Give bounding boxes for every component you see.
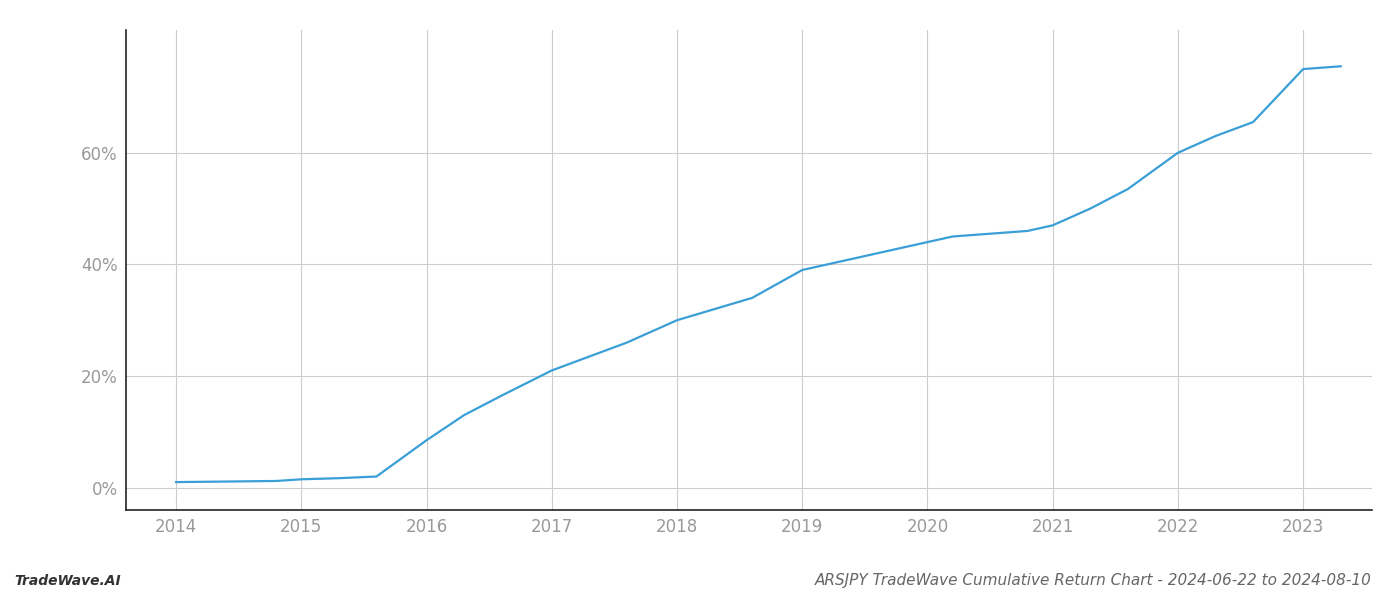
- Text: TradeWave.AI: TradeWave.AI: [14, 574, 120, 588]
- Text: ARSJPY TradeWave Cumulative Return Chart - 2024-06-22 to 2024-08-10: ARSJPY TradeWave Cumulative Return Chart…: [815, 573, 1372, 588]
